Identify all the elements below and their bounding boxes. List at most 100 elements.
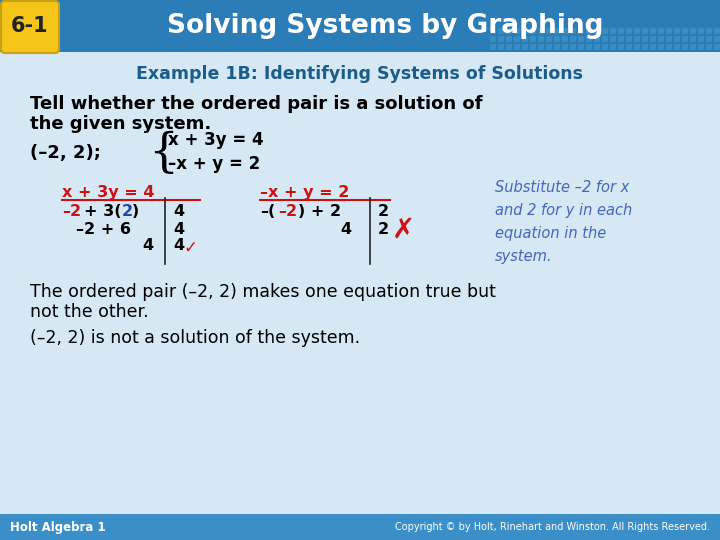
FancyBboxPatch shape bbox=[618, 36, 624, 42]
FancyBboxPatch shape bbox=[618, 28, 624, 34]
FancyBboxPatch shape bbox=[490, 36, 496, 42]
FancyBboxPatch shape bbox=[0, 0, 720, 52]
FancyBboxPatch shape bbox=[610, 36, 616, 42]
FancyBboxPatch shape bbox=[690, 28, 696, 34]
FancyBboxPatch shape bbox=[682, 28, 688, 34]
Text: ) + 2: ) + 2 bbox=[298, 205, 341, 219]
FancyBboxPatch shape bbox=[642, 44, 648, 50]
FancyBboxPatch shape bbox=[490, 44, 496, 50]
FancyBboxPatch shape bbox=[610, 28, 616, 34]
FancyBboxPatch shape bbox=[594, 28, 600, 34]
FancyBboxPatch shape bbox=[706, 36, 712, 42]
FancyBboxPatch shape bbox=[514, 28, 520, 34]
FancyBboxPatch shape bbox=[562, 44, 568, 50]
FancyBboxPatch shape bbox=[514, 36, 520, 42]
FancyBboxPatch shape bbox=[538, 36, 544, 42]
Text: ✗: ✗ bbox=[392, 216, 415, 244]
FancyBboxPatch shape bbox=[586, 36, 592, 42]
FancyBboxPatch shape bbox=[690, 44, 696, 50]
FancyBboxPatch shape bbox=[546, 28, 552, 34]
Text: ): ) bbox=[132, 205, 139, 219]
FancyBboxPatch shape bbox=[658, 28, 664, 34]
Text: –x + y = 2: –x + y = 2 bbox=[260, 185, 349, 199]
Text: 2: 2 bbox=[122, 205, 133, 219]
FancyBboxPatch shape bbox=[490, 28, 496, 34]
Text: 2: 2 bbox=[378, 221, 389, 237]
FancyBboxPatch shape bbox=[666, 36, 672, 42]
Text: (–2, 2);: (–2, 2); bbox=[30, 144, 101, 162]
FancyBboxPatch shape bbox=[618, 44, 624, 50]
FancyBboxPatch shape bbox=[626, 44, 632, 50]
Text: 6-1: 6-1 bbox=[12, 16, 49, 36]
FancyBboxPatch shape bbox=[682, 36, 688, 42]
FancyBboxPatch shape bbox=[650, 36, 656, 42]
FancyBboxPatch shape bbox=[1, 1, 59, 53]
FancyBboxPatch shape bbox=[562, 28, 568, 34]
Text: x + 3y = 4: x + 3y = 4 bbox=[62, 185, 155, 199]
FancyBboxPatch shape bbox=[706, 44, 712, 50]
Text: x + 3y = 4: x + 3y = 4 bbox=[168, 131, 264, 149]
FancyBboxPatch shape bbox=[530, 36, 536, 42]
FancyBboxPatch shape bbox=[698, 28, 704, 34]
FancyBboxPatch shape bbox=[522, 28, 528, 34]
FancyBboxPatch shape bbox=[570, 36, 576, 42]
FancyBboxPatch shape bbox=[506, 44, 512, 50]
FancyBboxPatch shape bbox=[554, 44, 560, 50]
FancyBboxPatch shape bbox=[522, 44, 528, 50]
Text: 4: 4 bbox=[142, 239, 153, 253]
FancyBboxPatch shape bbox=[650, 28, 656, 34]
FancyBboxPatch shape bbox=[626, 28, 632, 34]
FancyBboxPatch shape bbox=[498, 44, 504, 50]
Text: The ordered pair (–2, 2) makes one equation true but: The ordered pair (–2, 2) makes one equat… bbox=[30, 283, 496, 301]
FancyBboxPatch shape bbox=[602, 28, 608, 34]
FancyBboxPatch shape bbox=[578, 28, 584, 34]
Text: –2: –2 bbox=[278, 205, 297, 219]
FancyBboxPatch shape bbox=[594, 36, 600, 42]
Text: –2 + 6: –2 + 6 bbox=[76, 221, 131, 237]
FancyBboxPatch shape bbox=[530, 44, 536, 50]
FancyBboxPatch shape bbox=[674, 28, 680, 34]
FancyBboxPatch shape bbox=[666, 28, 672, 34]
Text: –x + y = 2: –x + y = 2 bbox=[168, 155, 260, 173]
FancyBboxPatch shape bbox=[570, 44, 576, 50]
FancyBboxPatch shape bbox=[578, 44, 584, 50]
Text: Substitute –2 for x
and 2 for y in each
equation in the
system.: Substitute –2 for x and 2 for y in each … bbox=[495, 180, 632, 264]
FancyBboxPatch shape bbox=[698, 36, 704, 42]
FancyBboxPatch shape bbox=[578, 36, 584, 42]
FancyBboxPatch shape bbox=[666, 44, 672, 50]
FancyBboxPatch shape bbox=[650, 44, 656, 50]
Text: 4: 4 bbox=[173, 205, 184, 219]
Text: (–2, 2) is not a solution of the system.: (–2, 2) is not a solution of the system. bbox=[30, 329, 360, 347]
FancyBboxPatch shape bbox=[546, 44, 552, 50]
FancyBboxPatch shape bbox=[658, 44, 664, 50]
FancyBboxPatch shape bbox=[530, 28, 536, 34]
Text: {: { bbox=[148, 130, 178, 176]
FancyBboxPatch shape bbox=[586, 44, 592, 50]
FancyBboxPatch shape bbox=[674, 36, 680, 42]
FancyBboxPatch shape bbox=[714, 28, 720, 34]
FancyBboxPatch shape bbox=[514, 44, 520, 50]
FancyBboxPatch shape bbox=[562, 36, 568, 42]
Text: ✓: ✓ bbox=[183, 239, 197, 257]
Text: 4: 4 bbox=[173, 239, 184, 253]
FancyBboxPatch shape bbox=[570, 28, 576, 34]
Text: 2: 2 bbox=[378, 205, 389, 219]
FancyBboxPatch shape bbox=[522, 36, 528, 42]
FancyBboxPatch shape bbox=[634, 28, 640, 34]
FancyBboxPatch shape bbox=[0, 514, 720, 540]
FancyBboxPatch shape bbox=[714, 44, 720, 50]
FancyBboxPatch shape bbox=[674, 44, 680, 50]
FancyBboxPatch shape bbox=[586, 28, 592, 34]
Text: + 3(: + 3( bbox=[84, 205, 122, 219]
FancyBboxPatch shape bbox=[626, 36, 632, 42]
FancyBboxPatch shape bbox=[498, 36, 504, 42]
Text: –(: –( bbox=[260, 205, 275, 219]
FancyBboxPatch shape bbox=[642, 28, 648, 34]
FancyBboxPatch shape bbox=[602, 44, 608, 50]
Text: not the other.: not the other. bbox=[30, 303, 148, 321]
FancyBboxPatch shape bbox=[634, 36, 640, 42]
FancyBboxPatch shape bbox=[546, 36, 552, 42]
Text: Holt Algebra 1: Holt Algebra 1 bbox=[10, 521, 106, 534]
FancyBboxPatch shape bbox=[706, 28, 712, 34]
FancyBboxPatch shape bbox=[506, 28, 512, 34]
